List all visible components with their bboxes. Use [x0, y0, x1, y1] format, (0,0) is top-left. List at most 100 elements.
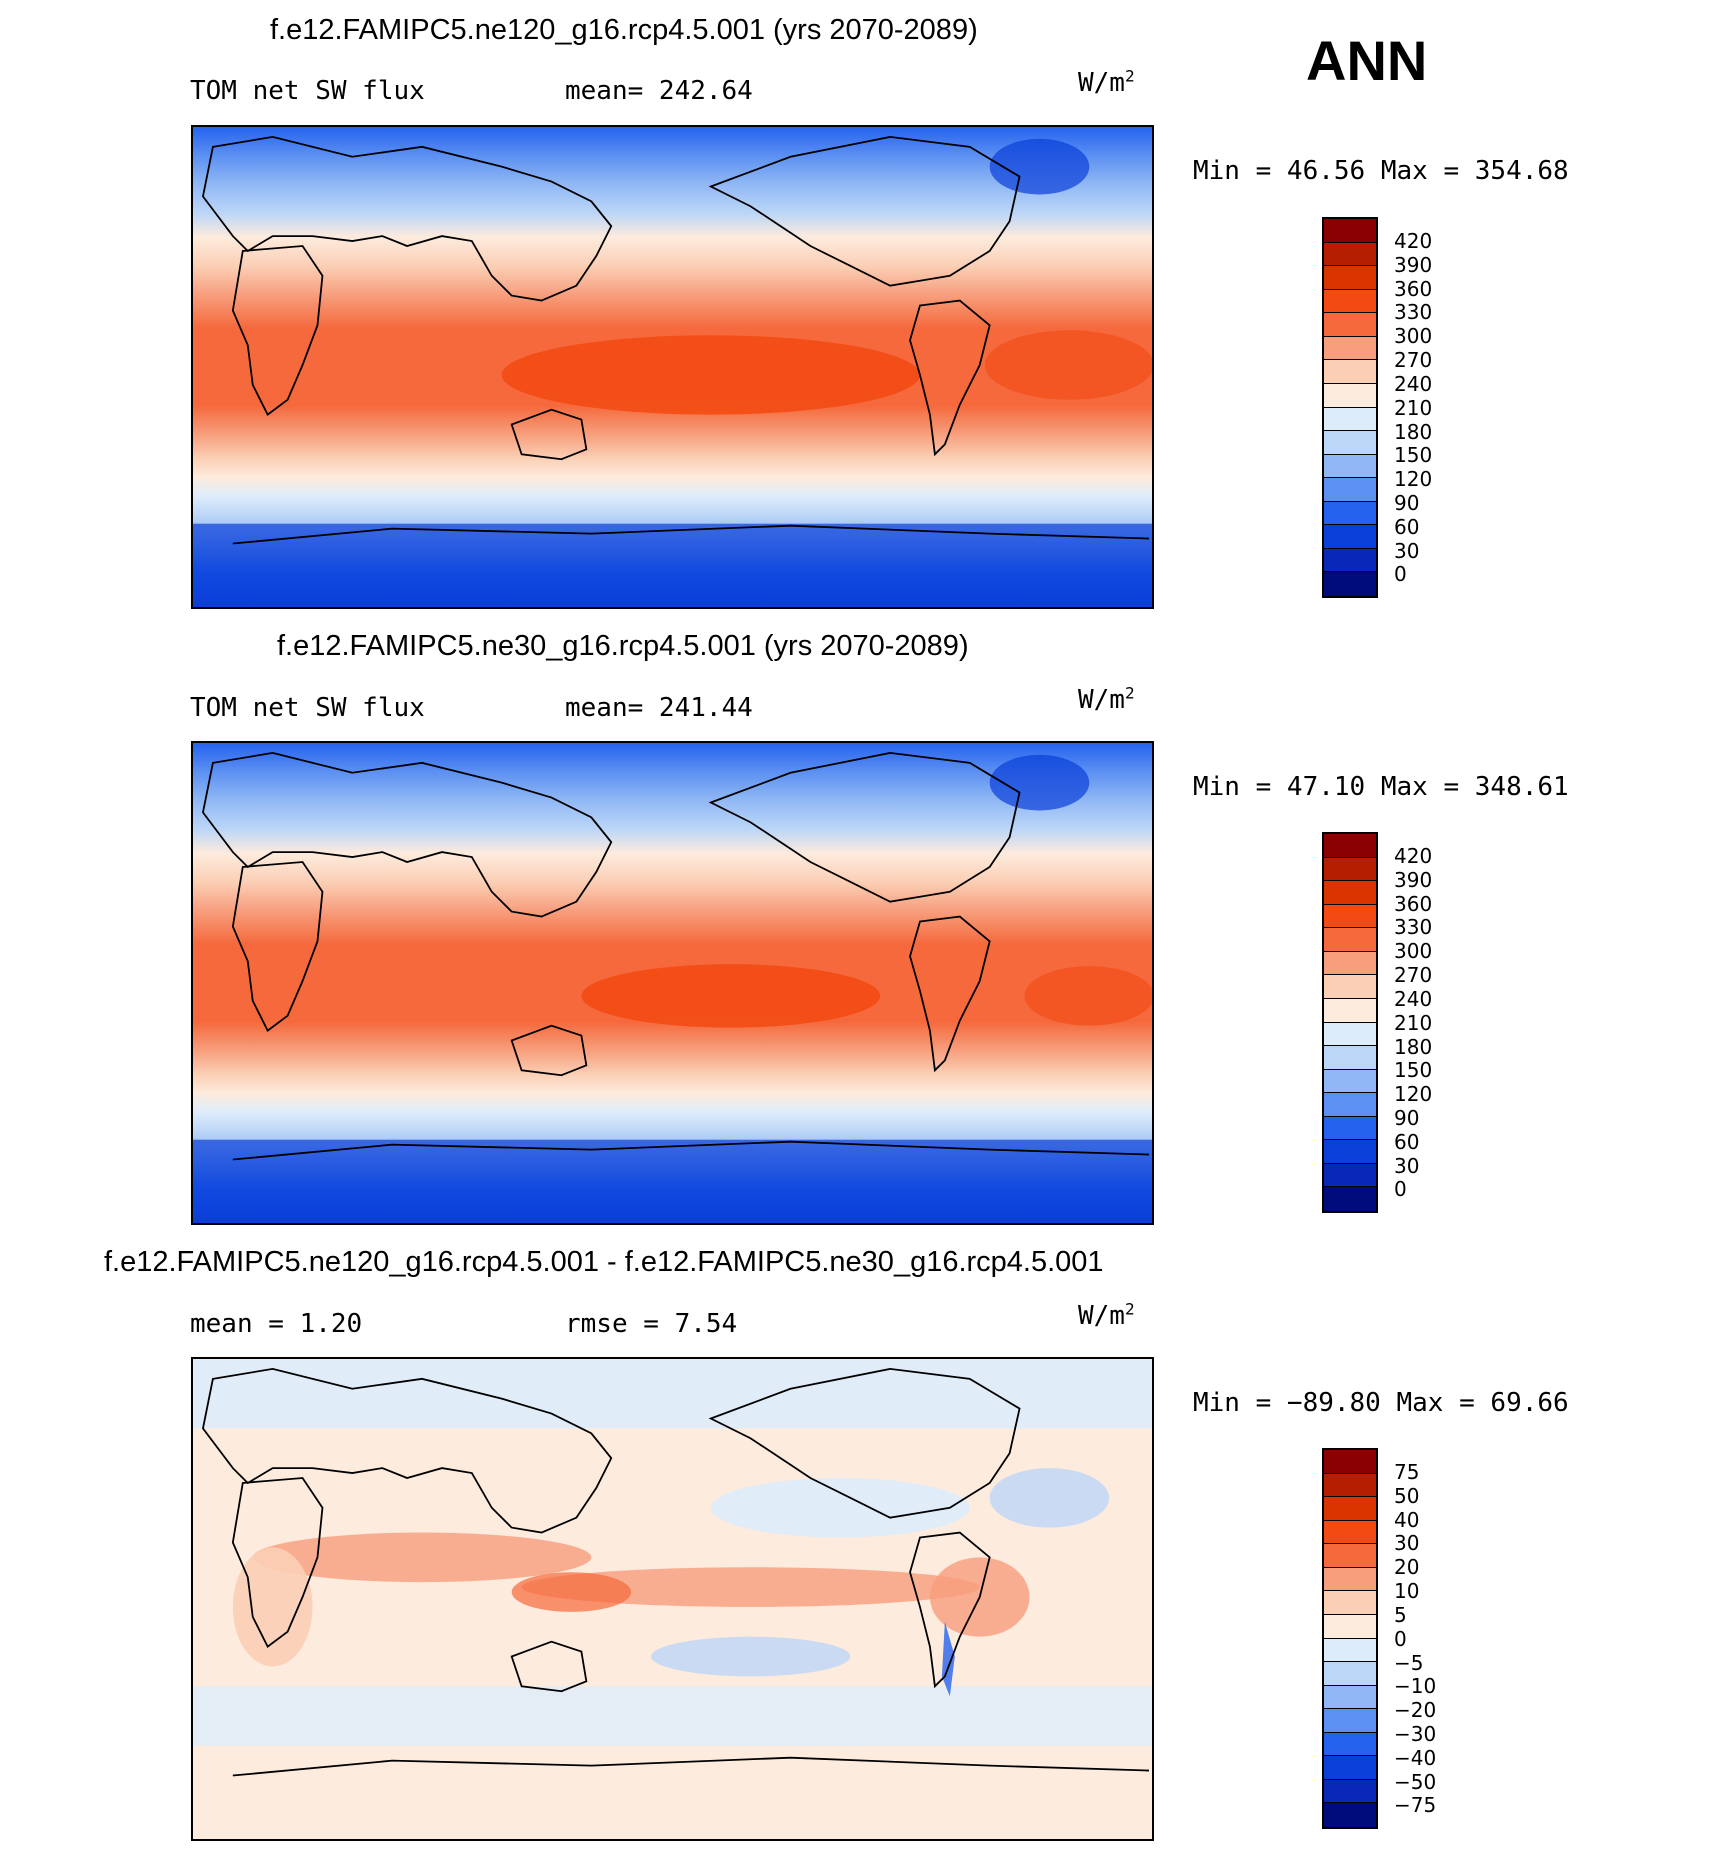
panel1-colorbar-swatch: [1324, 572, 1376, 596]
colorbar-tick-label: −50: [1394, 1769, 1437, 1794]
panel3-colorbar-swatch: [1324, 1732, 1376, 1757]
colorbar-tick-label: 40: [1394, 1507, 1420, 1532]
colorbar-tick-label: 240: [1394, 986, 1433, 1011]
panel2-colorbar-swatch: [1324, 1140, 1376, 1164]
panel2-colorbar-swatch: [1324, 1046, 1376, 1070]
season-label: ANN: [1306, 29, 1428, 92]
panel1-colorbar: [1322, 217, 1378, 598]
panel2-colorbar-swatch: [1324, 1163, 1376, 1188]
colorbar-tick-label: 210: [1394, 1010, 1433, 1035]
colorbar-tick-label: 300: [1394, 324, 1433, 349]
panel1-mean-label: mean= 242.64: [565, 76, 753, 106]
panel1-colorbar-swatch: [1324, 501, 1376, 526]
panel2-colorbar-swatch: [1324, 1069, 1376, 1094]
colorbar-tick-label: 120: [1394, 467, 1433, 492]
panel3-colorbar-swatch: [1324, 1473, 1376, 1498]
colorbar-tick-label: −10: [1394, 1674, 1437, 1699]
colorbar-tick-label: 360: [1394, 891, 1433, 916]
colorbar-tick-label: 60: [1394, 514, 1420, 539]
panel3-colorbar-swatch: [1324, 1567, 1376, 1592]
colorbar-tick-label: 75: [1394, 1460, 1420, 1484]
panel2-colorbar-swatch: [1324, 951, 1376, 976]
colorbar-tick-label: −40: [1394, 1745, 1437, 1770]
colorbar-tick-label: 390: [1394, 252, 1433, 277]
panel1-colorbar-swatch: [1324, 336, 1376, 361]
panel3-colorbar-swatch: [1324, 1544, 1376, 1568]
colorbar-tick-label: 270: [1394, 963, 1433, 987]
colorbar-tick-label: 10: [1394, 1579, 1420, 1603]
panel1-minmax: Min = 46.56 Max = 354.68: [1193, 156, 1569, 186]
colorbar-tick-label: 420: [1394, 844, 1433, 868]
panel3-mean-label: mean = 1.20: [190, 1309, 363, 1339]
panel2-units: W/m2: [1078, 683, 1135, 715]
panel1-colorbar-swatch: [1324, 360, 1376, 384]
panel1-colorbar-swatch: [1324, 266, 1376, 290]
panel2-title: f.e12.FAMIPC5.ne30_g16.rcp4.5.001 (yrs 2…: [277, 630, 969, 662]
panel1-colorbar-swatch: [1324, 383, 1376, 408]
colorbar-tick-label: 420: [1394, 229, 1433, 253]
colorbar-tick-label: 150: [1394, 443, 1433, 468]
colorbar-tick-label: −75: [1394, 1793, 1437, 1818]
panel3-colorbar-swatch: [1324, 1685, 1376, 1710]
panel2-colorbar-swatch: [1324, 928, 1376, 952]
panel3-units: W/m2: [1078, 1299, 1135, 1331]
panel3-colorbar-swatch: [1324, 1614, 1376, 1639]
colorbar-tick-label: 300: [1394, 939, 1433, 964]
panel2-colorbar-swatch: [1324, 904, 1376, 929]
panel2-colorbar-swatch: [1324, 975, 1376, 999]
panel2-colorbar-swatch: [1324, 834, 1376, 858]
colorbar-tick-label: 330: [1394, 915, 1433, 940]
panel1-colorbar-swatch: [1324, 219, 1376, 243]
panel2-colorbar-swatch: [1324, 1022, 1376, 1047]
panel3-minmax: Min = −89.80 Max = 69.66: [1193, 1388, 1569, 1418]
panel3-colorbar-swatch: [1324, 1450, 1376, 1474]
colorbar-tick-label: 90: [1394, 490, 1420, 515]
panel2-colorbar-swatch: [1324, 857, 1376, 882]
panel2-map: [191, 741, 1154, 1225]
panel3-colorbar-swatch: [1324, 1591, 1376, 1615]
panel1-colorbar-swatch: [1324, 525, 1376, 549]
colorbar-tick-label: 150: [1394, 1058, 1433, 1083]
panel1-colorbar-swatch: [1324, 431, 1376, 455]
panel2-mean-label: mean= 241.44: [565, 693, 753, 723]
panel3-colorbar-swatch: [1324, 1638, 1376, 1663]
colorbar-tick-label: 120: [1394, 1082, 1433, 1107]
colorbar-tick-label: 30: [1394, 1153, 1420, 1178]
panel3-colorbar-swatch: [1324, 1662, 1376, 1686]
colorbar-tick-label: −5: [1394, 1650, 1424, 1675]
colorbar-tick-label: 0: [1394, 562, 1407, 587]
panel3-colorbar-swatch: [1324, 1779, 1376, 1804]
panel3-colorbar-swatch: [1324, 1520, 1376, 1545]
colorbar-tick-label: 390: [1394, 867, 1433, 892]
colorbar-tick-label: 210: [1394, 395, 1433, 420]
panel2-variable-label: TOM net SW flux: [190, 693, 425, 723]
panel1-title: f.e12.FAMIPC5.ne120_g16.rcp4.5.001 (yrs …: [270, 14, 978, 46]
colorbar-tick-label: 90: [1394, 1105, 1420, 1130]
panel2-colorbar-swatch: [1324, 998, 1376, 1023]
colorbar-tick-label: 30: [1394, 538, 1420, 563]
panel2-colorbar-swatch: [1324, 1093, 1376, 1117]
colorbar-tick-label: 20: [1394, 1555, 1420, 1580]
colorbar-tick-label: 5: [1394, 1602, 1407, 1627]
colorbar-tick-label: 0: [1394, 1177, 1407, 1202]
panel3-colorbar-swatch: [1324, 1709, 1376, 1733]
panel2-colorbar-swatch: [1324, 1116, 1376, 1141]
colorbar-tick-label: 270: [1394, 348, 1433, 372]
colorbar-tick-label: 30: [1394, 1531, 1420, 1556]
panel1-colorbar-swatch: [1324, 407, 1376, 432]
panel1-colorbar-swatch: [1324, 313, 1376, 337]
panel3-colorbar-swatch: [1324, 1803, 1376, 1827]
colorbar-tick-label: 60: [1394, 1129, 1420, 1154]
panel1-colorbar-swatch: [1324, 478, 1376, 502]
panel3-colorbar-swatch: [1324, 1497, 1376, 1521]
colorbar-tick-label: −20: [1394, 1698, 1437, 1723]
panel2-minmax: Min = 47.10 Max = 348.61: [1193, 772, 1569, 802]
panel1-colorbar-swatch: [1324, 289, 1376, 314]
colorbar-tick-label: 50: [1394, 1483, 1420, 1508]
panel3-colorbar-swatch: [1324, 1756, 1376, 1780]
colorbar-tick-label: −30: [1394, 1721, 1437, 1746]
panel3-title: f.e12.FAMIPC5.ne120_g16.rcp4.5.001 - f.e…: [104, 1246, 1104, 1278]
panel3-rmse-label: rmse = 7.54: [565, 1309, 738, 1339]
panel3-colorbar: [1322, 1448, 1378, 1829]
panel2-colorbar-swatch: [1324, 1187, 1376, 1211]
